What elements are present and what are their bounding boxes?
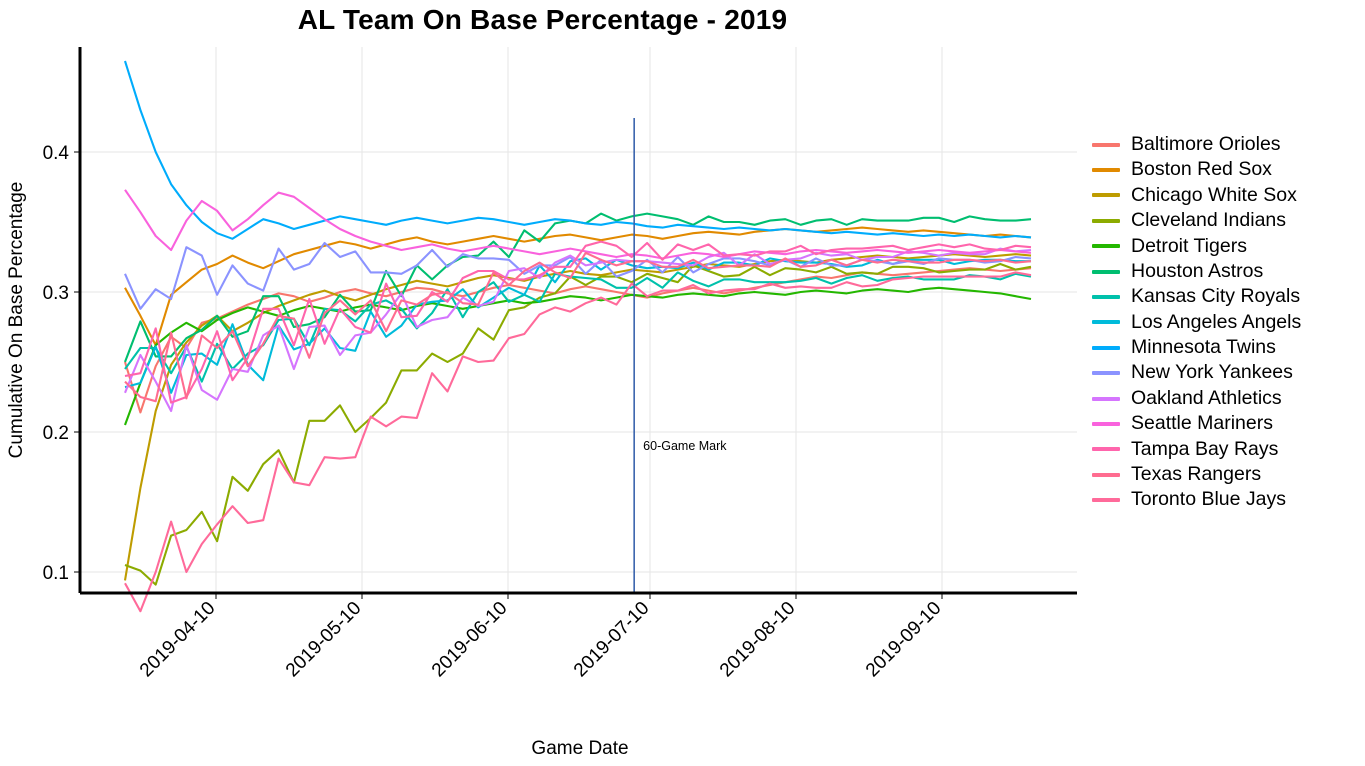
x-tick-label-0: 2019-04-10: [136, 598, 220, 682]
x-tick-label-3: 2019-07-10: [570, 598, 654, 682]
legend-color-swatch: [1092, 269, 1120, 274]
legend-item-label: Kansas City Royals: [1131, 285, 1301, 308]
y-tick-labels-group: 0.1 0.2 0.3 0.4: [43, 143, 70, 584]
legend-item-label: Houston Astros: [1131, 259, 1264, 282]
sixty-game-mark-label: 60-Game Mark: [643, 439, 727, 453]
legend-item-label: Seattle Mariners: [1131, 412, 1273, 435]
x-tick-label-2: 2019-06-10: [428, 598, 512, 682]
y-tick-label-0: 0.1: [43, 563, 69, 584]
x-tick-label-4: 2019-08-10: [716, 598, 800, 682]
series-line-detroit-tigers: [124, 286, 1032, 426]
legend-item-label: Baltimore Orioles: [1131, 132, 1281, 155]
legend-item-toronto-blue-jays[interactable]: Toronto Blue Jays: [1092, 487, 1365, 512]
legend-item-tampa-bay-rays[interactable]: Tampa Bay Rays: [1092, 437, 1365, 462]
legend-item-seattle-mariners[interactable]: Seattle Mariners: [1092, 411, 1365, 436]
legend-item-texas-rangers[interactable]: Texas Rangers: [1092, 462, 1365, 487]
legend-item-label: Los Angeles Angels: [1131, 310, 1302, 333]
legend-item-label: Detroit Tigers: [1131, 234, 1247, 257]
legend-color-swatch: [1092, 142, 1120, 147]
series-line-cleveland-indians: [124, 262, 1032, 586]
legend-item-chicago-white-sox[interactable]: Chicago White Sox: [1092, 183, 1365, 208]
legend-color-swatch: [1092, 396, 1120, 401]
series-lines-group: [123, 60, 1032, 613]
tick-marks-group: [74, 151, 943, 599]
x-tick-label-5: 2019-09-10: [862, 598, 946, 682]
series-line-toronto-blue-jays: [124, 271, 1032, 613]
legend-item-label: Toronto Blue Jays: [1131, 488, 1287, 511]
y-tick-label-1: 0.2: [43, 423, 69, 444]
legend-color-swatch: [1092, 345, 1120, 350]
legend-color-swatch: [1092, 498, 1120, 503]
legend-item-label: Boston Red Sox: [1131, 158, 1272, 181]
legend-color-swatch: [1092, 320, 1120, 325]
series-line-boston-red-sox: [124, 226, 1032, 347]
legend-color-swatch: [1092, 193, 1120, 198]
x-tick-labels-group: 2019-04-10 2019-05-10 2019-06-10 2019-07-10…: [136, 598, 946, 682]
series-line-seattle-mariners: [124, 189, 1032, 260]
legend-color-swatch: [1092, 421, 1120, 426]
legend-item-kansas-city-royals[interactable]: Kansas City Royals: [1092, 284, 1365, 309]
legend-color-swatch: [1092, 168, 1120, 173]
legend-item-boston-red-sox[interactable]: Boston Red Sox: [1092, 157, 1365, 182]
y-axis-title: Cumulative On Base Percentage: [6, 182, 27, 459]
annotation-group: 60-Game Mark: [633, 118, 727, 593]
legend-item-minnesota-twins[interactable]: Minnesota Twins: [1092, 335, 1365, 360]
series-line-baltimore-orioles: [123, 267, 1032, 414]
legend-item-new-york-yankees[interactable]: New York Yankees: [1092, 361, 1365, 386]
series-line-tampa-bay-rays: [124, 240, 1032, 404]
legend-color-swatch: [1092, 447, 1120, 452]
legend-item-los-angeles-angels[interactable]: Los Angeles Angels: [1092, 310, 1365, 335]
legend-color-swatch: [1092, 371, 1120, 376]
legend-item-label: Tampa Bay Rays: [1131, 437, 1279, 460]
y-tick-label-3: 0.4: [43, 143, 70, 164]
gridlines-group: [80, 47, 1077, 593]
legend-item-label: Chicago White Sox: [1131, 183, 1297, 206]
series-line-texas-rangers: [124, 251, 1032, 403]
legend-item-label: Minnesota Twins: [1131, 336, 1276, 359]
series-line-chicago-white-sox: [123, 253, 1032, 581]
legend-color-swatch: [1092, 244, 1120, 249]
series-line-oakland-athletics: [124, 247, 1032, 413]
chart-title: AL Team On Base Percentage - 2019: [297, 4, 788, 35]
legend-item-label: Oakland Athletics: [1131, 386, 1282, 409]
legend-color-swatch: [1092, 218, 1120, 223]
legend-item-label: Texas Rangers: [1131, 463, 1262, 486]
x-axis-title: Game Date: [531, 738, 628, 759]
legend-item-label: Cleveland Indians: [1131, 209, 1287, 232]
legend-color-swatch: [1092, 472, 1120, 477]
legend-item-detroit-tigers[interactable]: Detroit Tigers: [1092, 234, 1365, 259]
chart-legend: Baltimore Orioles Boston Red Sox Chicago W…: [1092, 132, 1365, 513]
series-line-minnesota-twins: [123, 60, 1032, 240]
legend-item-houston-astros[interactable]: Houston Astros: [1092, 259, 1365, 284]
legend-item-baltimore-orioles[interactable]: Baltimore Orioles: [1092, 132, 1365, 157]
y-tick-label-2: 0.3: [43, 283, 69, 304]
legend-item-cleveland-indians[interactable]: Cleveland Indians: [1092, 208, 1365, 233]
legend-color-swatch: [1092, 295, 1120, 300]
axis-spines-group: [78, 47, 1077, 595]
legend-item-oakland-athletics[interactable]: Oakland Athletics: [1092, 386, 1365, 411]
x-tick-label-1: 2019-05-10: [282, 598, 366, 682]
series-line-kansas-city-royals: [124, 271, 1032, 383]
legend-item-label: New York Yankees: [1131, 361, 1293, 384]
